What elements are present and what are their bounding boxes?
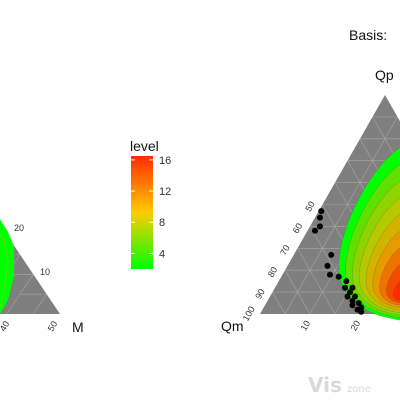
watermark-sub: zone xyxy=(347,384,371,395)
left-tick-40: 40 xyxy=(0,319,11,333)
right-vertex-label-qm: Qm xyxy=(221,318,244,334)
left-tick-10: 10 xyxy=(40,267,50,277)
data-point xyxy=(324,262,331,269)
legend-tick-label: 16 xyxy=(159,155,171,167)
right-grid-line xyxy=(284,270,311,315)
right-left-edge-tick-label: 60 xyxy=(291,221,305,235)
data-point xyxy=(317,214,323,221)
right-vertex-label-qp: Qp xyxy=(375,67,394,83)
right-bottom-tick-10: 10 xyxy=(299,319,313,333)
right-left-edge-tick-label: 70 xyxy=(278,243,292,257)
left-ternary-panel: 20 10 50 40 M xyxy=(0,219,84,335)
right-panel-title: Basis: xyxy=(349,27,387,43)
left-triangle-background xyxy=(0,224,60,314)
right-grid-line xyxy=(272,291,286,315)
left-grid-line xyxy=(33,293,47,315)
data-point xyxy=(327,271,333,278)
left-density-contour xyxy=(0,233,9,309)
data-point xyxy=(335,273,342,280)
data-point xyxy=(328,251,335,258)
right-bottom-tick-20: 20 xyxy=(349,319,363,333)
density-contour-level xyxy=(393,281,400,301)
data-point xyxy=(318,208,325,215)
right-left-edge-tick-label: 90 xyxy=(253,287,267,301)
data-point xyxy=(349,297,356,304)
right-left-edge-tick-label: 50 xyxy=(303,200,317,214)
data-point xyxy=(344,293,351,300)
left-vertex-label-m: M xyxy=(72,319,84,335)
legend-tick-label: 4 xyxy=(159,248,165,260)
data-point xyxy=(349,302,356,309)
legend-ticks: 16 12 8 4 xyxy=(131,155,171,260)
data-point xyxy=(349,284,356,291)
legend-tick-label: 12 xyxy=(159,186,171,198)
right-grid-line xyxy=(359,138,400,210)
data-point xyxy=(352,293,358,300)
watermark: Vis zone xyxy=(308,373,371,397)
legend-title: level xyxy=(130,138,159,154)
left-tick-50: 50 xyxy=(46,319,60,333)
legend-tick-label: 8 xyxy=(159,217,165,229)
data-point xyxy=(358,308,365,315)
level-legend: level 16 12 8 4 xyxy=(130,138,171,269)
legend-colorbar xyxy=(131,156,153,269)
data-point xyxy=(317,223,323,230)
data-point xyxy=(312,227,318,234)
data-point xyxy=(343,278,350,285)
right-grid-line xyxy=(284,116,398,315)
right-grid-line xyxy=(297,248,336,315)
right-left-edge-tick-label: 80 xyxy=(266,265,280,279)
data-point xyxy=(342,284,348,291)
right-density-contours xyxy=(338,147,400,321)
left-tick-20: 20 xyxy=(14,223,24,233)
right-data-points xyxy=(312,208,365,315)
data-point xyxy=(355,300,362,307)
watermark-main: Vis xyxy=(308,373,342,397)
right-grid-line xyxy=(372,116,400,166)
data-point xyxy=(347,289,353,296)
